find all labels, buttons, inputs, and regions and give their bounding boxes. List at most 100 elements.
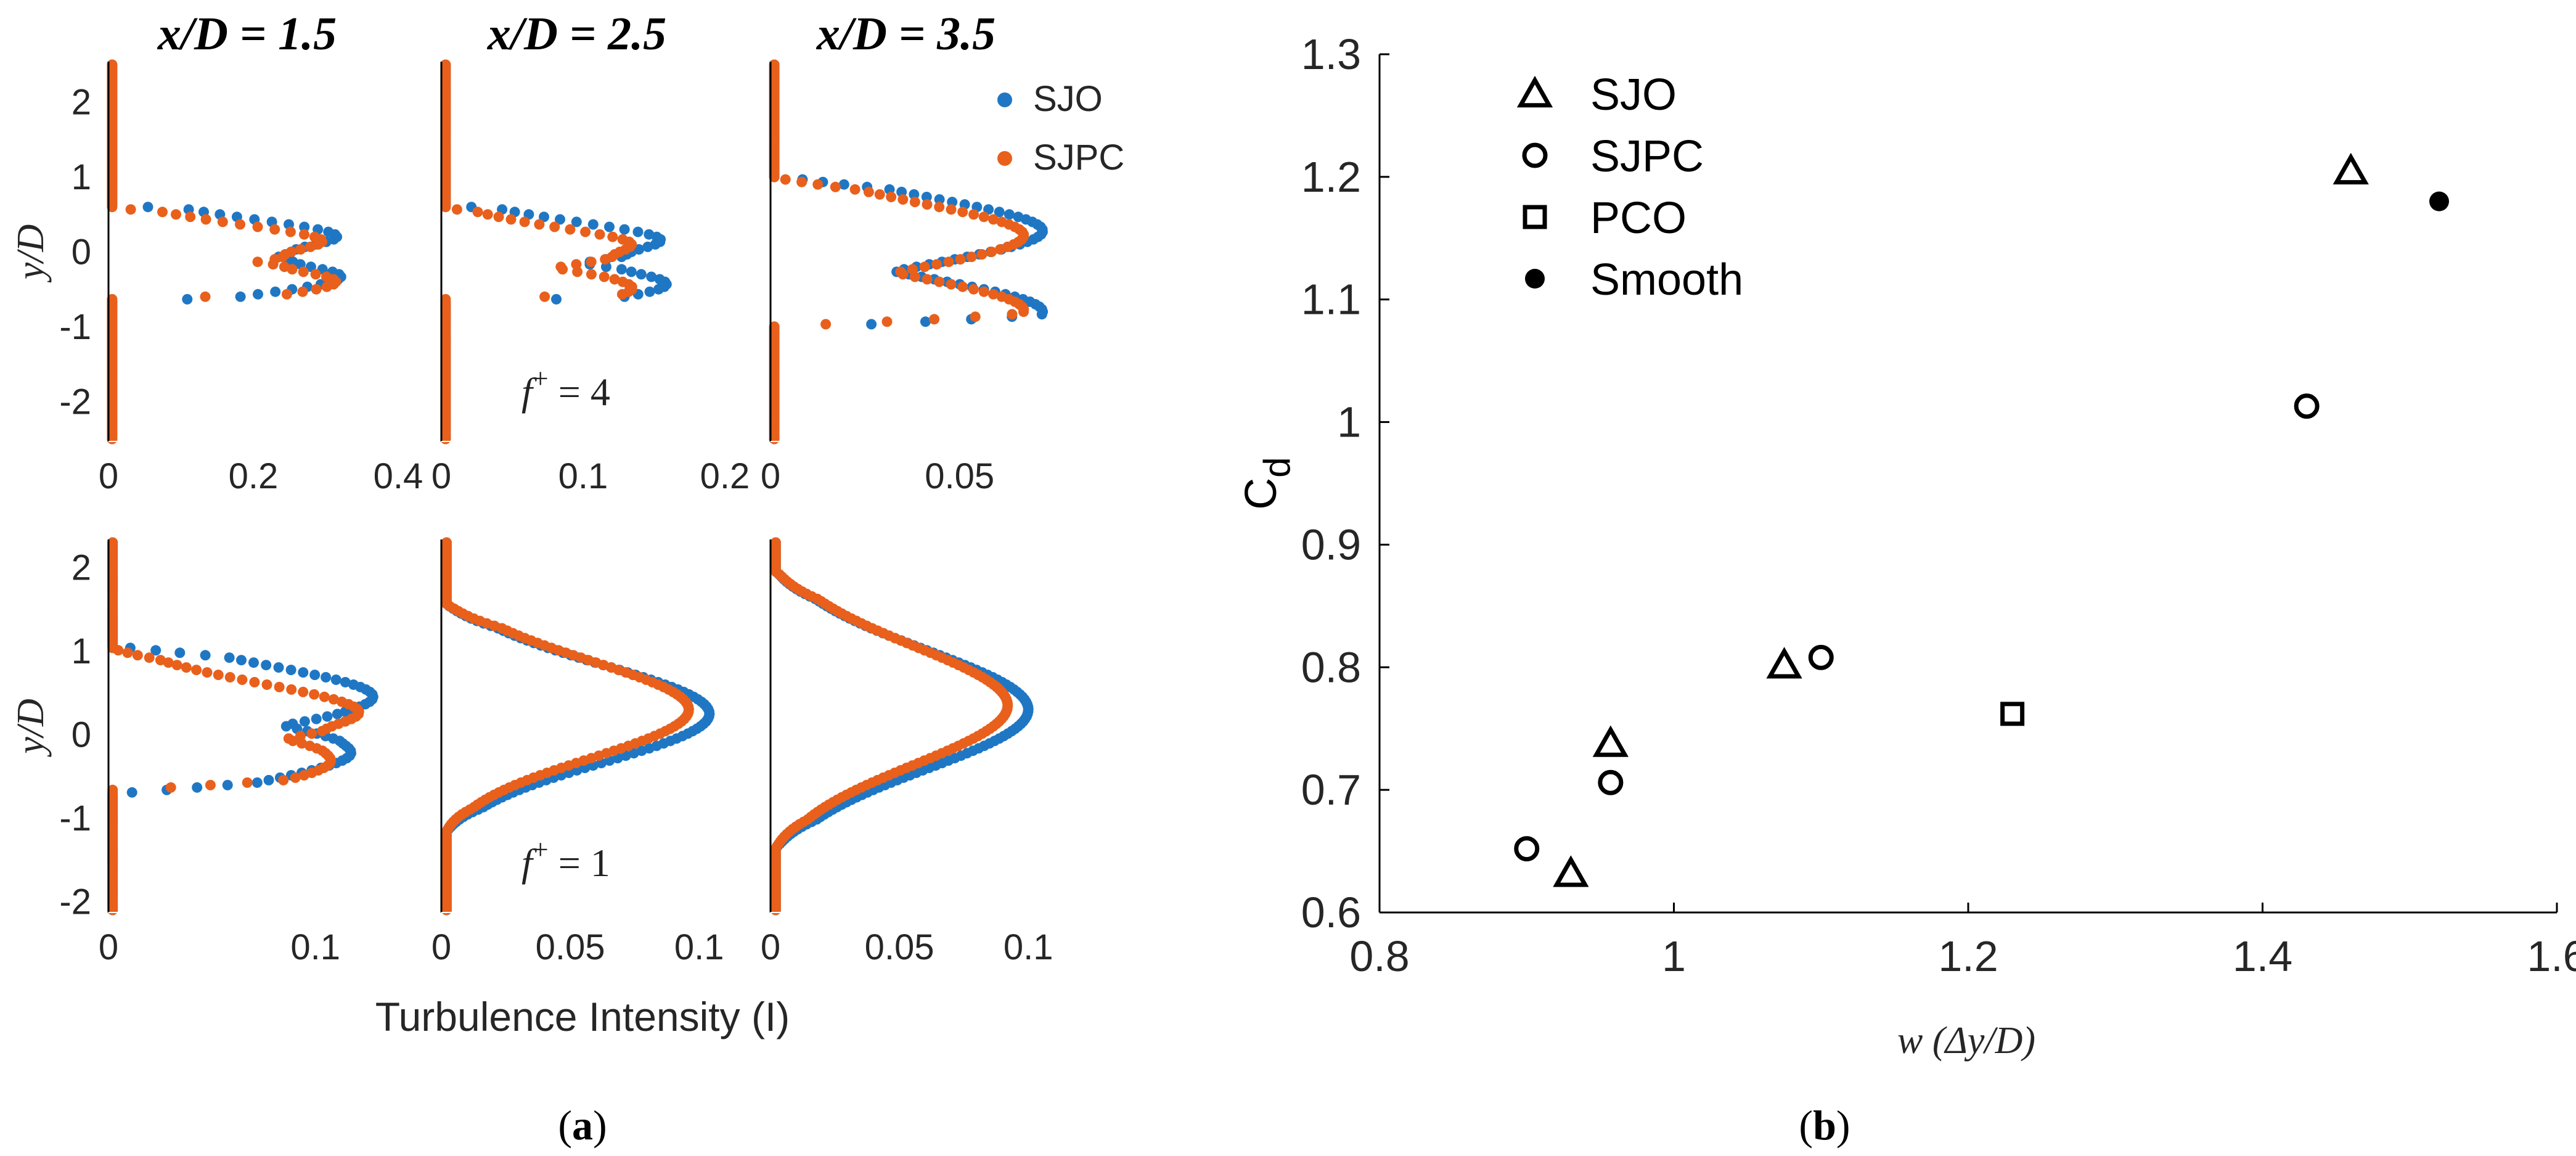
point-sjo: [174, 647, 186, 658]
point-sjpc: [337, 696, 347, 707]
point-sjpc: [988, 289, 999, 300]
y-tick-label: 0.9: [1301, 520, 1361, 568]
point-sjo: [261, 660, 272, 671]
point-sjpc: [482, 209, 493, 220]
point-sjo: [604, 221, 615, 232]
y-tick-label: 1.3: [1301, 30, 1361, 78]
point-sjpc: [617, 276, 628, 287]
x-tick-label: 0: [99, 927, 118, 967]
point-sjpc: [298, 686, 309, 697]
point-sjpc: [224, 672, 235, 683]
point-sjpc: [217, 216, 228, 228]
point-sjo: [539, 211, 549, 223]
x-tick-label: 0: [431, 927, 451, 967]
point-sjo: [192, 782, 203, 793]
point-sjo: [321, 672, 332, 683]
point-sjpc: [440, 293, 451, 305]
panel-caption: (b): [1799, 1102, 1850, 1149]
point-sjpc: [505, 214, 517, 225]
point-sjpc: [328, 694, 339, 705]
legend-marker-sjo: [997, 92, 1012, 107]
point-sjpc: [968, 209, 979, 220]
point-sjo: [222, 779, 233, 790]
point-sjpc: [770, 537, 781, 548]
point-sjo: [1553, 855, 1589, 887]
point-sjpc: [205, 779, 216, 790]
legend-label: SJPC: [1033, 137, 1124, 178]
frequency-annotation: f+ = 1: [521, 834, 610, 885]
point-sjpc: [286, 247, 297, 257]
point-sjpc: [996, 216, 1007, 228]
point-sjpc: [122, 647, 133, 658]
point-sjpc: [986, 247, 997, 257]
point-sjo: [654, 274, 665, 285]
point-sjo: [322, 711, 333, 722]
point-sjpc: [278, 774, 289, 785]
point-sjpc: [107, 293, 118, 305]
point-sjpc: [252, 256, 263, 268]
legend-marker-smooth: [1525, 269, 1545, 289]
legend-label: SJPC: [1590, 132, 1704, 181]
legend-panel-a: SJO SJPC: [997, 79, 1124, 178]
point-sjo: [263, 774, 274, 785]
point-sjo: [632, 226, 644, 237]
x-tick-label: 1.6: [2527, 932, 2576, 980]
panel-b-drag-coefficient: 0.8 1 1.2 1.4 1.60.60.70.80.911.11.21.3SJOSJ…: [1237, 30, 2576, 1062]
subplot-r1-c0: 0 0.1 -2 -1 0 1 2: [59, 537, 398, 967]
point-sjo: [285, 665, 296, 676]
point-sjpc: [281, 289, 292, 300]
captions: (a) (b): [558, 1102, 1850, 1149]
point-sjpc: [966, 252, 977, 263]
column-title: x/D = 1.5: [157, 8, 337, 60]
x-tick-label: 1: [1662, 932, 1686, 980]
point-sjpc: [441, 537, 452, 548]
series-pco: [2000, 702, 2025, 726]
y-tick-label: 1: [72, 157, 91, 197]
point-sjpc: [970, 311, 981, 322]
point-sjpc: [155, 655, 166, 666]
series-sjpc: [1514, 393, 2320, 862]
subplot-r0-c1: 0 0.1 0.2: [431, 59, 750, 496]
y-tick-label: 1: [72, 631, 91, 671]
point-sjpc: [929, 314, 940, 325]
point-sjpc: [171, 209, 181, 220]
legend-label: Smooth: [1590, 255, 1743, 305]
point-smooth: [2429, 191, 2449, 211]
point-sjo: [934, 194, 945, 205]
point-sjpc: [907, 264, 918, 275]
point-sjpc: [440, 59, 451, 70]
point-sjpc: [132, 650, 143, 661]
frequency-annotation: f+ = 4: [521, 363, 610, 414]
y-tick-label: -2: [59, 382, 91, 422]
point-sjo: [200, 650, 211, 661]
x-tick-label: 0: [761, 927, 780, 967]
point-sjpc: [812, 179, 824, 190]
point-sjo: [270, 286, 281, 297]
x-tick-label: 0: [761, 456, 780, 496]
point-sjpc: [107, 537, 118, 548]
point-sjo: [311, 713, 322, 724]
point-sjpc: [820, 319, 832, 330]
point-sjo: [636, 269, 647, 280]
x-tick-label: 0.2: [700, 456, 750, 496]
y-tick-label: 0.6: [1301, 888, 1361, 937]
point-sjo: [1766, 647, 1802, 679]
point-sjpc: [125, 204, 136, 215]
x-tick-label: 0.1: [1004, 927, 1053, 967]
point-sjo: [644, 229, 655, 240]
point-sjpc: [311, 284, 322, 295]
point-sjo: [323, 226, 334, 237]
point-sjpc: [305, 740, 315, 752]
point-sjpc: [909, 197, 920, 208]
point-sjpc: [849, 184, 861, 195]
point-sjpc: [976, 249, 987, 260]
point-sjo: [2333, 152, 2369, 185]
legend-panel-b: SJO SJPC PCO Smooth: [1516, 70, 1743, 305]
x-tick-label: 0.05: [865, 927, 934, 967]
point-sjpc: [1808, 644, 1834, 670]
point-sjpc: [996, 291, 1007, 302]
y-tick-label: 1.2: [1301, 153, 1361, 201]
point-sjpc: [269, 254, 280, 265]
point-sjpc: [863, 186, 874, 197]
